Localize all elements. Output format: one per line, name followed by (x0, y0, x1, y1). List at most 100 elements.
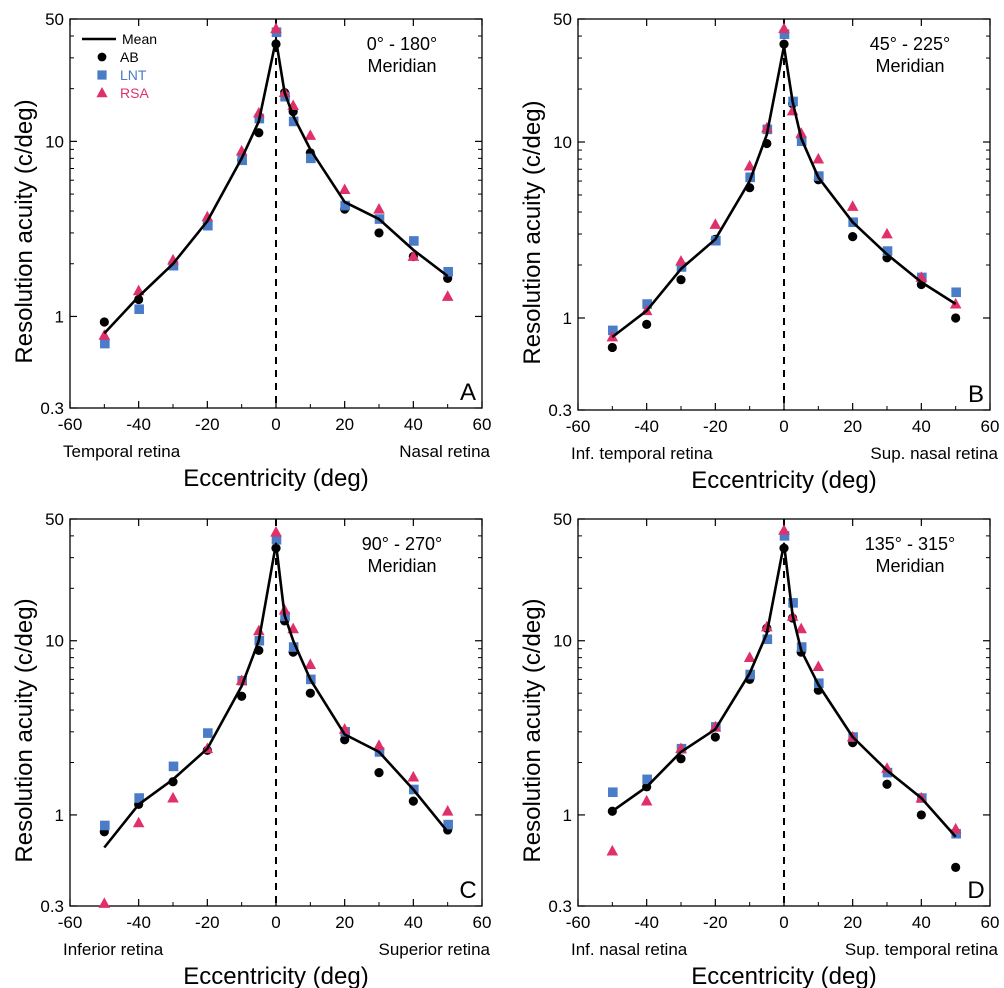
point-rsa (812, 660, 825, 672)
point-ab (848, 232, 858, 242)
x-tick-label: -20 (703, 417, 728, 436)
point-rsa (167, 791, 179, 803)
point-ab (951, 862, 961, 872)
point-rsa (441, 805, 454, 816)
point-rsa (270, 525, 282, 537)
point-rsa (795, 622, 807, 634)
point-rsa (304, 129, 317, 140)
legend-label-mean: Mean (122, 31, 157, 47)
point-lnt (788, 598, 798, 608)
point-rsa (778, 22, 790, 34)
point-lnt (100, 338, 110, 349)
point-rsa (743, 651, 756, 663)
legend: Mean AB LNT RSA (82, 31, 157, 101)
y-axis-title: Resolution acuity (c/deg) (519, 100, 546, 364)
panel-a: -60 -40 -20 0 20 40 60 0.3 1 10 50 Temporal retina N… (11, 10, 491, 492)
point-lnt (237, 155, 247, 166)
meridian-annotation: 90° - 270° (362, 534, 442, 554)
y-axis-title: Resolution acuity (c/deg) (11, 99, 38, 363)
point-rsa (640, 794, 653, 806)
x-tick-label: -60 (58, 415, 83, 434)
x-tick-label: -20 (195, 913, 220, 932)
meridian-annotation: 45° - 225° (870, 34, 950, 54)
point-rsa (338, 183, 351, 195)
point-lnt (288, 116, 299, 127)
x-tick-label: 40 (404, 913, 423, 932)
panel-letter: A (460, 379, 476, 406)
point-lnt (642, 299, 652, 309)
point-rsa (881, 227, 893, 239)
point-rsa (373, 739, 385, 751)
point-lnt (168, 260, 179, 271)
point-rsa (373, 202, 385, 214)
y-tick-label: 0.3 (40, 897, 64, 916)
x-tick-label: 60 (981, 417, 1000, 436)
y-tick-label: 1 (563, 806, 572, 825)
point-lnt (779, 531, 790, 541)
series-line-mean (611, 44, 957, 339)
y-tick-label: 50 (553, 10, 572, 29)
y-tick-label: 10 (45, 132, 64, 151)
point-ab (676, 275, 686, 285)
x-tick-label: 60 (981, 913, 1000, 932)
legend-swatch-rsa (96, 87, 108, 98)
point-rsa (270, 22, 282, 34)
point-rsa (778, 524, 790, 535)
point-lnt (168, 761, 179, 772)
y-tick-label: 50 (45, 510, 64, 529)
panel-c: -60 -40 -20 0 20 40 60 0.3 1 10 50 Inferior retina S… (11, 510, 491, 988)
legend-swatch-ab (97, 52, 107, 62)
x-axis-title: Eccentricity (deg) (691, 963, 876, 988)
retina-label-left: Inferior retina (63, 940, 164, 959)
y-tick-label: 10 (553, 632, 572, 651)
point-rsa (709, 218, 722, 229)
point-ab (99, 317, 109, 327)
point-ab (305, 688, 315, 698)
retina-label-left: Inf. nasal retina (571, 940, 688, 959)
series-line-mean (103, 542, 449, 849)
point-lnt (762, 634, 773, 645)
x-tick-label: 20 (843, 417, 862, 436)
point-lnt (882, 246, 893, 256)
point-lnt (134, 793, 144, 803)
point-lnt (779, 29, 790, 39)
point-lnt (951, 287, 961, 298)
panel-letter: C (459, 877, 476, 904)
point-ab (408, 796, 418, 806)
point-lnt (642, 774, 652, 785)
point-ab (374, 767, 384, 778)
point-rsa (253, 106, 265, 118)
point-ab (882, 779, 892, 789)
retina-label-left: Temporal retina (63, 442, 181, 461)
x-tick-label: 40 (912, 417, 931, 436)
x-tick-label: 0 (271, 415, 280, 434)
legend-label-rsa: RSA (120, 85, 149, 101)
point-lnt (711, 235, 721, 246)
x-tick-label: 40 (912, 913, 931, 932)
point-rsa (949, 822, 962, 834)
meridian-annotation: Meridian (367, 56, 436, 76)
y-tick-label: 50 (45, 10, 64, 29)
point-lnt (608, 787, 618, 798)
x-tick-label: -40 (634, 913, 659, 932)
x-tick-label: 20 (843, 913, 862, 932)
point-rsa (743, 159, 756, 171)
point-ab (374, 228, 384, 238)
point-rsa (253, 624, 265, 636)
point-lnt (443, 819, 453, 830)
point-lnt (203, 220, 213, 231)
x-axis-title: Eccentricity (deg) (691, 467, 876, 494)
x-axis-title: Eccentricity (deg) (183, 963, 368, 988)
retina-label-right: Sup. nasal retina (870, 444, 998, 463)
x-tick-label: -60 (566, 417, 591, 436)
x-tick-label: -20 (703, 913, 728, 932)
x-tick-label: -20 (195, 415, 220, 434)
point-rsa (407, 770, 420, 782)
y-tick-label: 50 (553, 510, 572, 529)
retina-label-left: Inf. temporal retina (571, 444, 713, 463)
panel-d: -60 -40 -20 0 20 40 60 0.3 1 10 50 Inf. nasal retin… (519, 510, 999, 988)
y-axis-title: Resolution acuity (c/deg) (11, 598, 38, 862)
point-lnt (443, 266, 453, 277)
point-rsa (98, 897, 111, 908)
